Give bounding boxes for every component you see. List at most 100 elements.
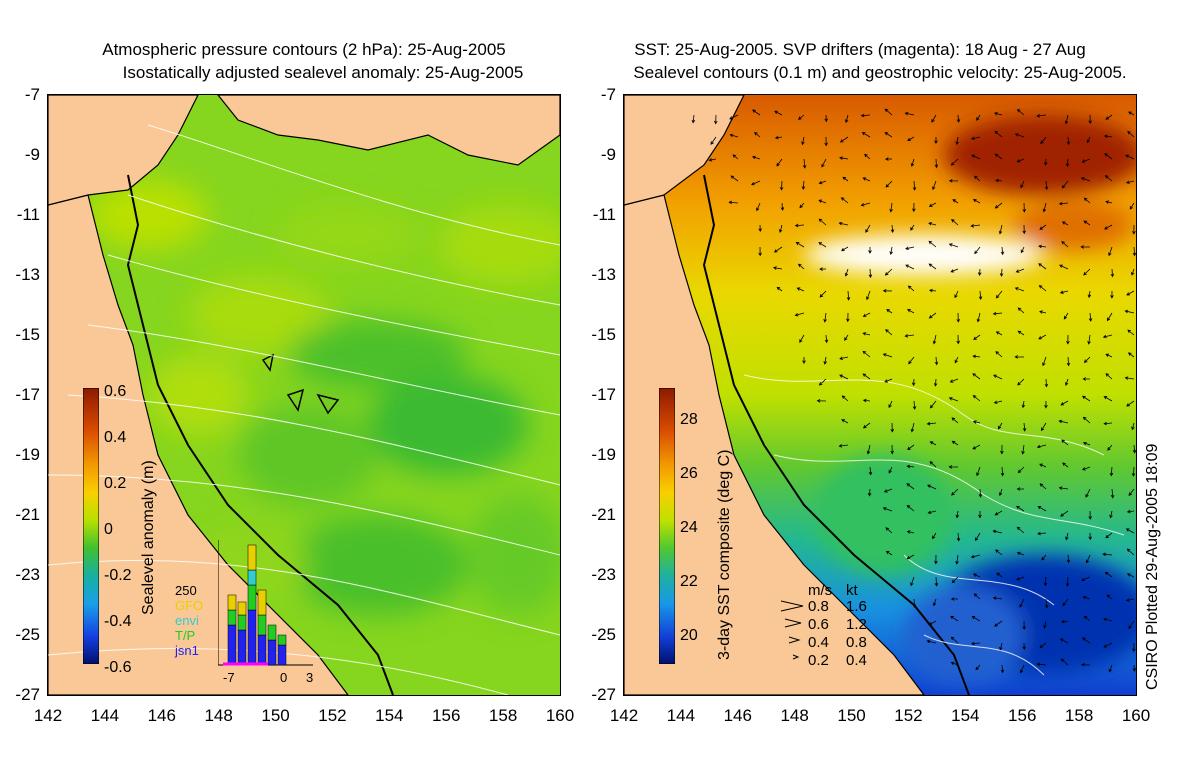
velocity-arrow [972,395,981,402]
velocity-arrow [838,221,849,226]
left-map-sealevel[interactable]: 0.6 0.4 0.2 0 -0.2 -0.4 -0.6 Sealevel an… [47,94,561,696]
velocity-arrow [866,290,871,301]
velocity-arrow [1125,154,1135,160]
velocity-arrow [1044,180,1049,191]
velocity-arrow [1081,576,1091,582]
velocity-arrow [973,334,981,340]
velocity-arrow [756,202,761,212]
velocity-arrow [994,510,1003,516]
velocity-arrow [802,356,806,365]
right-map-sst[interactable]: 28 26 24 22 20 3-day SST composite (deg … [623,94,1137,696]
velocity-arrow [1082,377,1091,381]
hist-series-tp: T/P [175,628,196,643]
velocity-arrow [992,529,1003,534]
velocity-arrow [1058,201,1069,206]
velocity-arrow [840,197,849,204]
velocity-arrow [1109,466,1114,477]
velocity-arrow [1105,114,1113,120]
velocity-arrow [932,598,937,607]
velocity-arrow [929,461,937,468]
velocity-arrow [774,110,783,116]
velocity-arrow [995,549,1003,556]
lon-tick: 158 [1064,706,1094,725]
lat-tick: -19 [591,445,616,464]
velocity-arrow [1061,619,1069,624]
velocity-arrow [751,180,761,186]
velocity-arrow [732,154,739,160]
velocity-arrow [799,202,805,209]
velocity-arrow [928,202,937,207]
velocity-arrow [758,224,762,233]
velocity-arrow [889,202,893,213]
velocity-arrow [999,642,1003,651]
velocity-arrow [1061,180,1069,189]
lat-tick: -13 [15,265,40,284]
velocity-arrow [864,153,871,160]
histogram-chart [218,540,313,666]
velocity-arrow [816,399,827,403]
velocity-arrow [928,620,937,626]
velocity-arrow [1127,352,1135,358]
left-map-svg [48,95,560,695]
velocity-arrow [839,136,849,143]
velocity-arrow [1103,396,1113,402]
velocity-arrow [818,199,827,204]
vel-kt-2: 0.8 [846,634,867,651]
velocity-arrow [1083,268,1091,276]
lat-tick: -27 [591,685,616,704]
velocity-arrow [1108,246,1113,257]
velocity-arrow [994,130,1003,138]
velocity-arrow [1062,462,1069,468]
velocity-arrow [1126,548,1135,556]
velocity-arrow [796,287,805,292]
velocity-arrow [890,422,895,433]
velocity-arrow [906,504,915,512]
left-cbar-tick-1: 0.4 [104,429,127,446]
lat-tick: -15 [591,325,616,344]
velocity-arrow [1126,509,1135,514]
hist-xtick-2: 3 [306,670,314,685]
lon-tick: 148 [204,706,233,725]
velocity-arrow [977,268,982,276]
velocity-arrow [1039,310,1047,314]
velocity-arrow [1016,505,1025,512]
velocity-arrow [951,488,959,496]
velocity-arrow [885,329,893,336]
velocity-arrow [932,180,937,191]
lon-tick: 154 [951,706,980,725]
velocity-arrow [912,180,917,191]
velocity-arrow [1082,416,1091,424]
velocity-arrow [772,266,783,270]
lat-tick: -25 [15,625,40,644]
lat-tick: -15 [15,325,40,344]
vel-ms-3: 0.2 [808,652,829,669]
left-cbar-tick-2: 0.2 [104,475,127,492]
velocity-arrow [1040,136,1047,145]
velocity-arrow [1036,114,1047,118]
lat-tick: -17 [591,385,616,404]
velocity-arrow [1039,642,1047,649]
velocity-arrow [1109,510,1113,519]
velocity-arrow [842,176,849,182]
velocity-arrow [868,246,872,254]
velocity-arrow [1020,180,1025,189]
vel-ms-1: 0.6 [808,616,829,633]
velocity-arrow [1061,439,1069,446]
velocity-arrow [868,268,873,279]
velocity-arrow [950,158,959,166]
velocity-arrow [1132,246,1136,257]
velocity-arrow [846,312,850,323]
velocity-arrow [818,218,827,226]
velocity-arrow [1060,510,1069,517]
velocity-arrow [998,488,1003,497]
velocity-arrow [950,661,959,666]
velocity-arrow [821,158,827,168]
velocity-arrow [839,356,849,361]
velocity-arrow [1021,444,1025,455]
velocity-arrow [862,332,871,336]
velocity-arrow [1014,355,1025,359]
velocity-arrow [1086,136,1091,144]
velocity-arrow [824,334,829,344]
velocity-arrow [884,157,893,161]
right-cbar-tick-0: 28 [680,411,698,428]
